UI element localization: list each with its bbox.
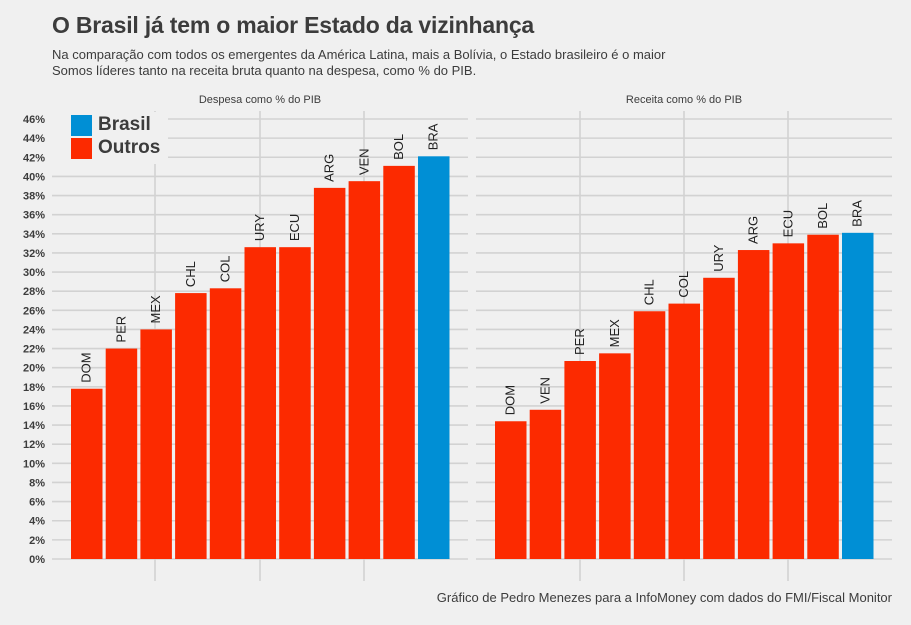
y-tick-label: 0% <box>29 554 45 566</box>
panel-title: Despesa como % do PIB <box>199 94 321 106</box>
bar-per <box>564 361 596 559</box>
bar-label: ECU <box>780 210 795 237</box>
y-tick-label: 10% <box>23 458 45 470</box>
panel-title: Receita como % do PIB <box>626 94 742 106</box>
bar-label: BOL <box>815 203 830 229</box>
bar-label: DOM <box>79 352 94 382</box>
bar-label: ECU <box>287 214 302 241</box>
bar-dom <box>71 388 103 559</box>
bar-label: DOM <box>503 385 518 415</box>
bar-arg <box>313 187 346 559</box>
y-tick-label: 34% <box>23 229 45 241</box>
bar-bra <box>842 232 874 559</box>
bar-ven <box>348 181 381 559</box>
legend-swatch-outros <box>71 137 92 159</box>
bar-label: VEN <box>356 148 371 175</box>
bar-label: PER <box>113 316 128 343</box>
bar-label: PER <box>572 328 587 355</box>
y-tick-label: 32% <box>23 248 45 260</box>
y-tick-label: 26% <box>23 305 45 317</box>
bar-label: CHL <box>642 279 657 305</box>
legend-item-brasil: Brasil <box>71 113 151 137</box>
legend-label-outros: Outros <box>98 137 161 158</box>
y-tick-label: 36% <box>23 210 45 222</box>
bar-label: COL <box>676 271 691 298</box>
bar-ven <box>529 409 562 559</box>
bar-bra <box>418 156 450 559</box>
y-tick-label: 46% <box>23 114 45 126</box>
bar-col <box>209 288 242 559</box>
bar-ecu <box>772 243 805 559</box>
y-tick-label: 14% <box>23 420 45 432</box>
y-tick-label: 44% <box>23 133 45 145</box>
y-tick-label: 30% <box>23 267 45 279</box>
y-tick-label: 6% <box>29 497 45 509</box>
bar-label: BOL <box>391 134 406 160</box>
bar-ury <box>244 247 276 559</box>
y-tick-label: 2% <box>29 535 45 547</box>
bar-chl <box>175 293 207 559</box>
bar-label: VEN <box>537 377 552 404</box>
bar-label: MEX <box>607 319 622 348</box>
panel-despesa: Despesa como % do PIB DOM PER MEX CHL COL URY E… <box>52 94 468 581</box>
bar-label: MEX <box>148 295 163 324</box>
bar-label: URY <box>252 214 267 242</box>
y-tick-label: 42% <box>23 152 45 164</box>
legend-item-outros: Outros <box>71 136 160 160</box>
y-tick-label: 12% <box>23 439 45 451</box>
bar-col <box>668 303 700 559</box>
y-tick-label: 18% <box>23 382 45 394</box>
bar-label: BRA <box>426 123 441 150</box>
bar-chl <box>633 311 666 559</box>
y-tick-label: 24% <box>23 324 45 336</box>
bar-dom <box>495 421 527 559</box>
legend-swatch-brasil <box>71 114 92 136</box>
y-tick-label: 8% <box>29 477 45 489</box>
chart-subtitle-line-2: Somos líderes tanto na receita bruta qua… <box>52 63 477 78</box>
bar-label: CHL <box>183 261 198 287</box>
y-tick-label: 38% <box>23 191 45 203</box>
y-axis: 0% 2% 4% 6% 8% 10% 12% 14% 16% 18% 20% 22% 24% 26% 28%… <box>23 114 45 566</box>
y-tick-label: 16% <box>23 401 45 413</box>
y-tick-label: 22% <box>23 344 45 356</box>
chart-title: O Brasil já tem o maior Estado da vizinh… <box>52 12 535 38</box>
y-tick-label: 40% <box>23 171 45 183</box>
bar-mex <box>140 329 172 559</box>
bar-mex <box>599 353 631 559</box>
bar-label: ARG <box>746 216 761 244</box>
y-tick-label: 20% <box>23 363 45 375</box>
legend: Brasil Outros <box>52 112 168 164</box>
y-tick-label: 4% <box>29 516 45 528</box>
bar-arg <box>737 250 770 560</box>
chart-subtitle-line-1: Na comparação com todos os emergentes da… <box>52 47 666 62</box>
bar-per <box>105 348 138 559</box>
y-tick-label: 28% <box>23 286 45 298</box>
bar-ecu <box>279 247 311 559</box>
source-caption: Gráfico de Pedro Menezes para a InfoMone… <box>436 590 892 605</box>
bar-label: URY <box>711 244 726 272</box>
bar-label: BRA <box>850 200 865 227</box>
bar-label: ARG <box>322 154 337 182</box>
bar-ury <box>703 277 735 559</box>
legend-label-brasil: Brasil <box>98 114 151 135</box>
bar-bol <box>383 165 415 559</box>
bar-bol <box>807 234 839 559</box>
panel-receita: Receita como % do PIB DOM VEN PER MEX CHL COL U… <box>476 94 892 581</box>
bar-label: COL <box>218 256 233 283</box>
